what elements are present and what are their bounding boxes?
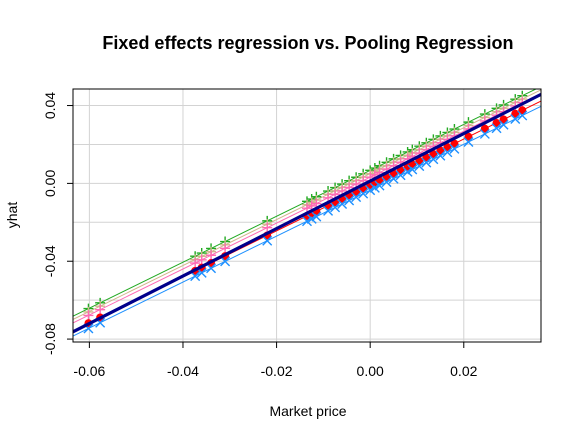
data-point [435, 150, 446, 161]
y-tick-label: 0.04 [42, 92, 58, 119]
chart-title: Fixed effects regression vs. Pooling Reg… [102, 33, 513, 53]
data-point [518, 106, 527, 115]
x-tick-label: -0.06 [73, 363, 105, 379]
data-point [450, 139, 459, 148]
x-tick-label: 0.02 [450, 363, 477, 379]
data-point [95, 304, 106, 315]
y-axis-label: yhat [4, 202, 20, 229]
data-point [395, 170, 406, 181]
data-point [422, 153, 431, 162]
data-point [428, 154, 439, 165]
x-axis-label: Market price [269, 403, 346, 419]
data-point [491, 123, 502, 134]
plot-frame [72, 88, 542, 343]
data-point [374, 180, 385, 191]
data-point [463, 136, 474, 147]
data-point [499, 115, 508, 124]
data-point [337, 198, 348, 209]
data-point [510, 114, 521, 125]
data-point [414, 161, 425, 172]
data-point [479, 128, 490, 139]
y-tick-label: -0.04 [42, 245, 58, 277]
pooled-regression-line [73, 92, 541, 334]
data-point [220, 243, 231, 254]
plot-content: Fixed effects regression vs. Pooling Reg… [4, 33, 542, 419]
data-point [311, 211, 322, 222]
data-point [206, 250, 217, 261]
data-point [407, 164, 418, 175]
x-tick-label: 0.00 [357, 363, 384, 379]
data-point [464, 132, 473, 141]
data-point [511, 109, 520, 118]
data-point [449, 143, 460, 154]
plot-area [73, 89, 541, 337]
data-point [190, 258, 201, 269]
data-point [517, 110, 528, 121]
data-point [498, 119, 509, 130]
y-tick-label: -0.08 [42, 323, 58, 355]
data-point [344, 195, 355, 206]
y-tick-label: 0.00 [42, 170, 58, 197]
x-tick-label: -0.02 [261, 363, 293, 379]
data-point [351, 192, 362, 203]
data-point [480, 124, 489, 133]
data-point [83, 310, 94, 321]
data-point [442, 147, 453, 158]
data-point [220, 256, 231, 267]
data-point [262, 222, 273, 233]
data-point [429, 149, 438, 158]
data-point [388, 173, 399, 184]
data-point [436, 146, 445, 155]
data-point [421, 157, 432, 168]
data-point [492, 118, 501, 127]
data-point [330, 202, 341, 213]
data-point [206, 263, 217, 274]
data-point [196, 254, 207, 265]
x-tick-label: -0.04 [167, 363, 199, 379]
data-point [323, 205, 334, 216]
data-point [262, 235, 273, 246]
data-point [443, 143, 452, 152]
data-point [196, 267, 207, 278]
data-point [358, 188, 369, 199]
data-point [381, 177, 392, 188]
